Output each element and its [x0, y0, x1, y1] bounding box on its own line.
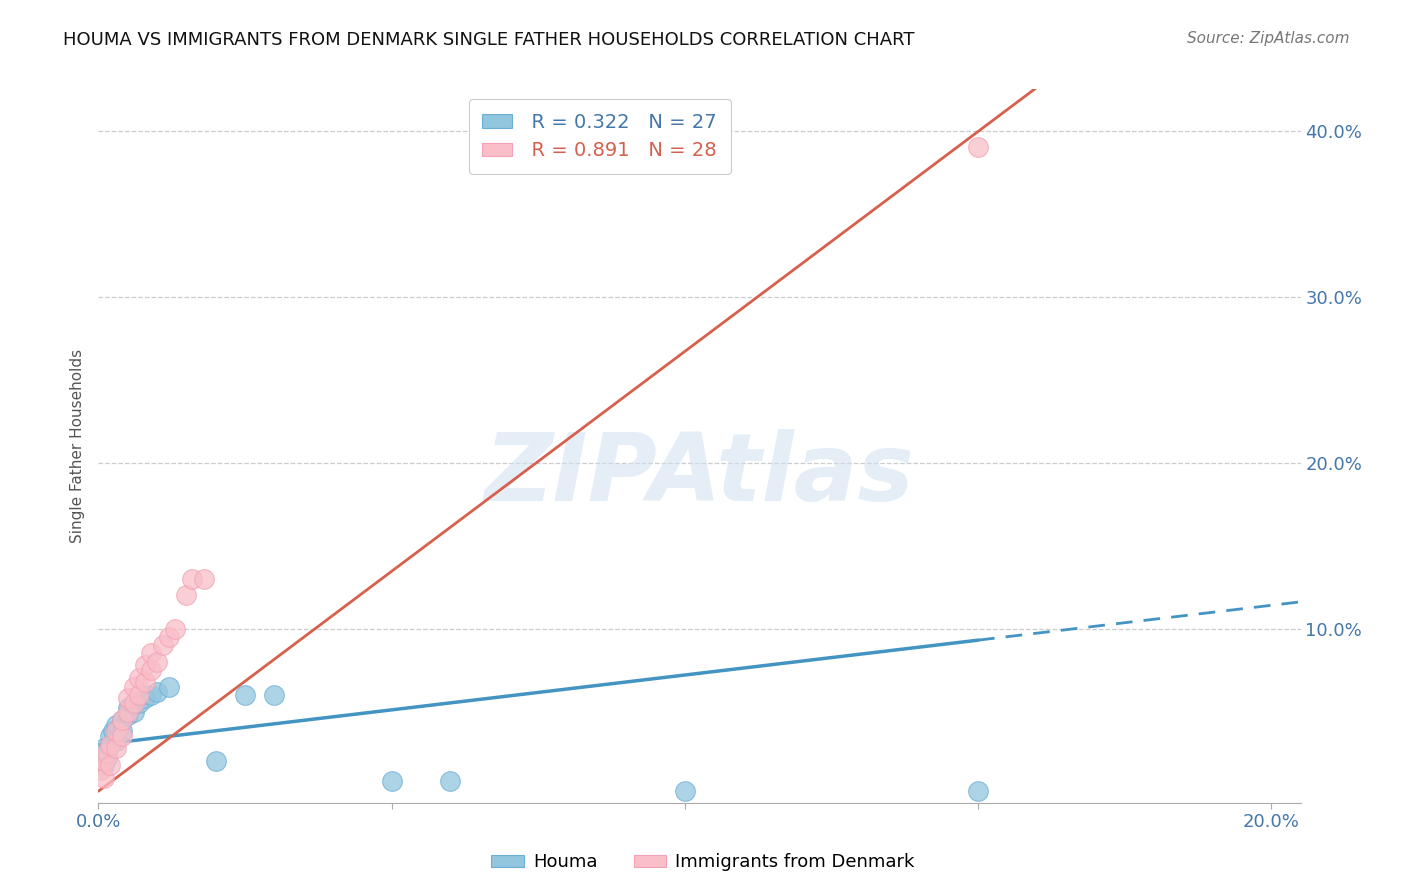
- Point: [117, 701, 139, 715]
- Point: [163, 622, 186, 636]
- Point: [96, 746, 118, 760]
- Point: [101, 724, 124, 739]
- Point: [93, 771, 115, 785]
- Point: [105, 718, 128, 732]
- Point: [134, 691, 156, 706]
- Point: [146, 684, 169, 698]
- Point: [176, 588, 198, 602]
- Point: [141, 688, 163, 702]
- Point: [381, 774, 404, 789]
- Point: [673, 784, 696, 798]
- Point: [439, 774, 461, 789]
- Point: [96, 751, 118, 765]
- Point: [122, 680, 145, 694]
- Y-axis label: Single Father Households: Single Father Households: [69, 349, 84, 543]
- Point: [141, 663, 163, 677]
- Point: [134, 658, 156, 673]
- Point: [122, 696, 145, 710]
- Point: [111, 724, 134, 739]
- Point: [105, 724, 128, 739]
- Point: [93, 741, 115, 756]
- Point: [105, 741, 128, 756]
- Point: [117, 707, 139, 722]
- Point: [90, 754, 112, 768]
- Point: [128, 688, 150, 702]
- Point: [141, 647, 163, 661]
- Legend:   R = 0.322   N = 27,   R = 0.891   N = 28: R = 0.322 N = 27, R = 0.891 N = 28: [468, 99, 731, 174]
- Point: [181, 572, 204, 586]
- Point: [108, 721, 131, 735]
- Point: [98, 730, 121, 744]
- Point: [117, 705, 139, 719]
- Point: [967, 784, 990, 798]
- Point: [111, 713, 134, 727]
- Point: [122, 705, 145, 719]
- Point: [98, 738, 121, 752]
- Point: [157, 630, 180, 644]
- Text: Source: ZipAtlas.com: Source: ZipAtlas.com: [1187, 31, 1350, 46]
- Point: [967, 140, 990, 154]
- Point: [157, 680, 180, 694]
- Point: [93, 754, 115, 768]
- Point: [117, 691, 139, 706]
- Point: [105, 734, 128, 748]
- Text: ZIPAtlas: ZIPAtlas: [485, 428, 914, 521]
- Text: HOUMA VS IMMIGRANTS FROM DENMARK SINGLE FATHER HOUSEHOLDS CORRELATION CHART: HOUMA VS IMMIGRANTS FROM DENMARK SINGLE …: [63, 31, 915, 49]
- Point: [146, 655, 169, 669]
- Legend: Houma, Immigrants from Denmark: Houma, Immigrants from Denmark: [484, 847, 922, 879]
- Point: [263, 688, 285, 702]
- Point: [134, 674, 156, 689]
- Point: [111, 713, 134, 727]
- Point: [90, 763, 112, 777]
- Point: [128, 696, 150, 710]
- Point: [193, 572, 215, 586]
- Point: [152, 638, 174, 652]
- Point: [93, 757, 115, 772]
- Point: [128, 671, 150, 685]
- Point: [204, 754, 226, 768]
- Point: [98, 757, 121, 772]
- Point: [233, 688, 256, 702]
- Point: [111, 730, 134, 744]
- Point: [98, 738, 121, 752]
